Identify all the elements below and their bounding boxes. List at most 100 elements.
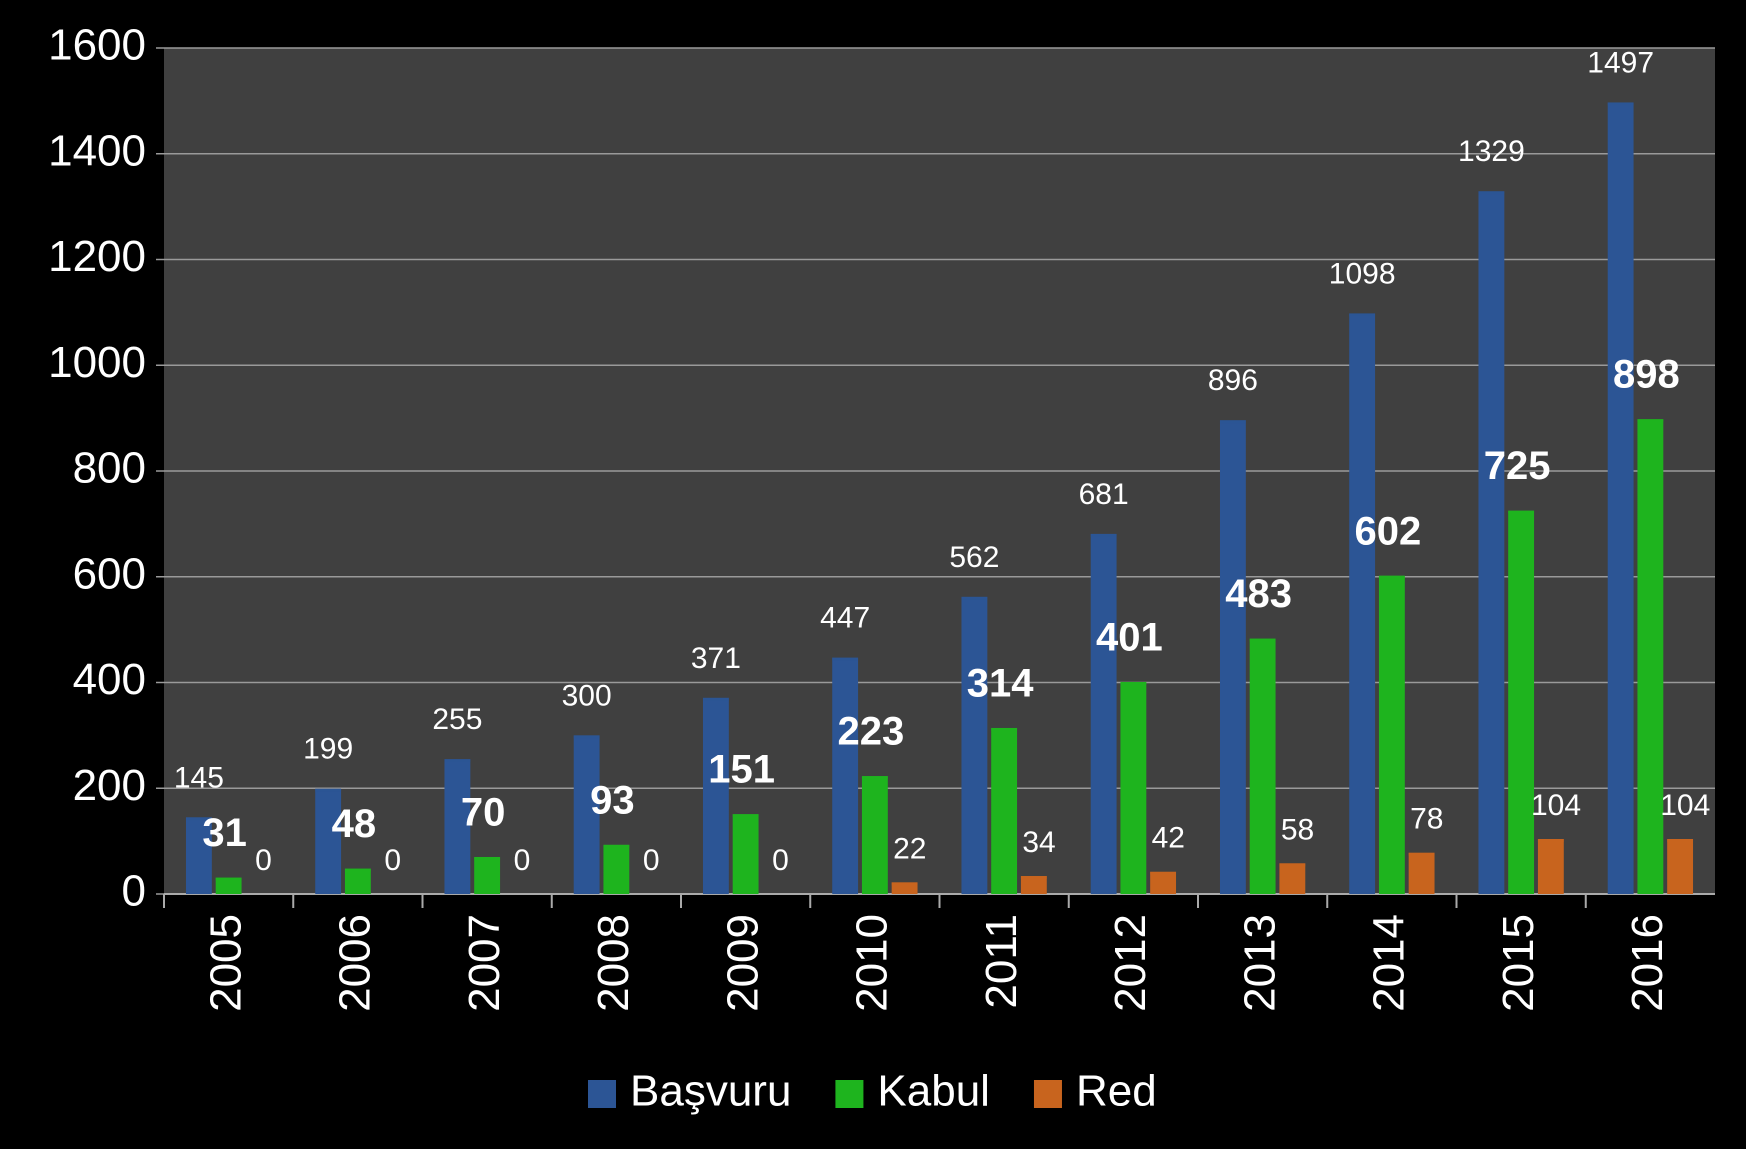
bar-cap — [215, 877, 242, 881]
y-tick-label: 1400 — [48, 126, 146, 175]
value-label: 34 — [1022, 826, 1055, 859]
value-label: 681 — [1079, 478, 1129, 511]
bar-cap — [1020, 876, 1047, 880]
value-label: 145 — [174, 761, 224, 794]
value-label: 48 — [332, 802, 377, 846]
value-label: 22 — [893, 832, 926, 865]
bar-cap — [832, 657, 859, 661]
legend-label: Red — [1076, 1067, 1157, 1116]
y-tick-label: 200 — [73, 761, 146, 810]
x-tick-label: 2009 — [718, 914, 767, 1012]
x-tick-label: 2010 — [848, 914, 897, 1012]
bar — [1378, 575, 1405, 894]
bar — [891, 882, 918, 894]
x-tick-label: 2014 — [1365, 914, 1414, 1012]
bar — [474, 856, 501, 894]
value-label: 602 — [1355, 509, 1422, 553]
value-label: 42 — [1152, 822, 1185, 855]
value-label: 58 — [1281, 813, 1314, 846]
bar — [185, 817, 212, 894]
bar — [702, 697, 729, 894]
legend-swatch — [835, 1080, 864, 1108]
bar — [444, 759, 471, 894]
x-tick-label: 2016 — [1623, 914, 1672, 1012]
bar-cap — [603, 844, 630, 848]
value-label: 0 — [643, 844, 660, 877]
bar — [315, 788, 342, 894]
value-label: 104 — [1660, 789, 1710, 822]
bar — [1120, 681, 1147, 894]
bar-cap — [1537, 839, 1564, 843]
value-label: 1329 — [1458, 135, 1525, 168]
bar — [1508, 510, 1535, 894]
value-label: 401 — [1096, 616, 1163, 660]
bar — [603, 844, 630, 894]
bar — [1478, 191, 1505, 894]
value-label: 151 — [708, 748, 775, 792]
bar-cap — [444, 759, 471, 763]
x-tick-label: 2011 — [977, 914, 1026, 1009]
bar-cap — [1637, 419, 1664, 423]
bar-cap — [344, 868, 371, 872]
bar — [1408, 852, 1435, 894]
value-label: 31 — [202, 811, 247, 855]
bar-cap — [732, 814, 759, 818]
bar-cap — [1249, 638, 1276, 642]
y-tick-label: 1200 — [48, 232, 146, 281]
value-label: 104 — [1531, 789, 1581, 822]
value-label: 562 — [949, 541, 999, 574]
bar — [991, 727, 1018, 894]
legend-swatch — [1033, 1080, 1062, 1108]
x-tick-label: 2008 — [589, 914, 638, 1012]
bar — [1090, 533, 1117, 894]
y-tick-label: 600 — [73, 549, 146, 598]
bar — [1219, 420, 1246, 894]
bar — [1279, 863, 1306, 894]
bar — [1349, 313, 1376, 894]
bar-cap — [891, 882, 918, 886]
bar — [961, 596, 988, 894]
bar — [861, 776, 888, 894]
value-label: 0 — [772, 844, 789, 877]
legend-label: Başvuru — [630, 1067, 791, 1116]
value-label: 0 — [384, 844, 401, 877]
y-tick-label: 400 — [73, 655, 146, 704]
bar — [732, 814, 759, 894]
bar — [344, 868, 371, 894]
bar — [573, 735, 600, 894]
legend-label: Kabul — [877, 1067, 990, 1116]
value-label: 0 — [255, 844, 272, 877]
value-label: 300 — [562, 679, 612, 712]
bar-cap — [474, 856, 501, 860]
bar-cap — [861, 776, 888, 780]
x-tick-label: 2013 — [1235, 914, 1284, 1012]
y-tick-label: 1600 — [48, 21, 146, 70]
y-tick-label: 1000 — [48, 338, 146, 387]
bar-cap — [1607, 102, 1634, 106]
bar-cap — [1378, 575, 1405, 579]
y-tick-label: 800 — [73, 444, 146, 493]
bar-cap — [1150, 871, 1177, 875]
bar — [1607, 102, 1634, 895]
value-label: 93 — [590, 778, 635, 822]
bar-cap — [961, 596, 988, 600]
bar-cap — [991, 727, 1018, 731]
bar-cap — [1667, 839, 1694, 843]
value-label: 898 — [1613, 353, 1680, 397]
x-tick-label: 2015 — [1494, 914, 1543, 1012]
bar — [1637, 419, 1664, 894]
bar — [832, 657, 859, 894]
bar-cap — [702, 697, 729, 701]
bar-cap — [1349, 313, 1376, 317]
bar-cap — [185, 817, 212, 821]
value-label: 725 — [1484, 444, 1551, 488]
bar-cap — [1120, 681, 1147, 685]
value-label: 199 — [303, 733, 353, 766]
value-label: 0 — [514, 844, 531, 877]
value-label: 70 — [461, 791, 506, 835]
value-label: 483 — [1225, 572, 1292, 616]
value-label: 371 — [691, 642, 741, 675]
bar-cap — [315, 788, 342, 792]
bar-cap — [1508, 510, 1535, 514]
